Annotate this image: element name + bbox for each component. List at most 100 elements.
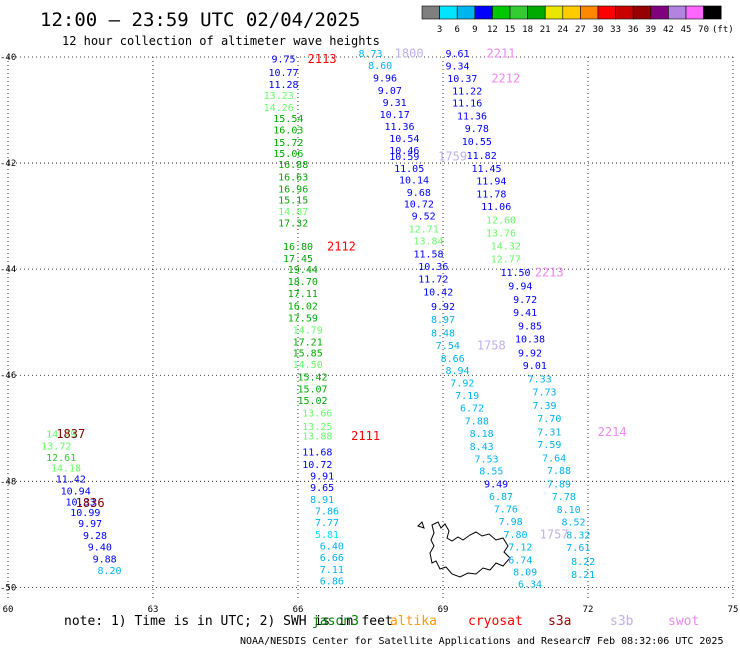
swh-value: 9.49 bbox=[484, 479, 508, 490]
swh-value: 16.63 bbox=[278, 172, 308, 183]
swh-value: 11.28 bbox=[268, 80, 298, 91]
swh-value: 19.44 bbox=[288, 265, 318, 276]
pass-time-label: 1837 bbox=[56, 427, 85, 441]
swh-value: 9.07 bbox=[378, 86, 402, 97]
swh-value: 9.01 bbox=[523, 361, 547, 372]
colorbar-swatch bbox=[562, 5, 581, 20]
swh-value: 9.92 bbox=[518, 348, 542, 359]
swh-value: 10.17 bbox=[380, 110, 410, 121]
swh-value: 8.66 bbox=[441, 354, 465, 365]
swh-value: 14.87 bbox=[278, 207, 308, 218]
swh-value: 7.12 bbox=[508, 543, 532, 554]
swh-value: 8.10 bbox=[557, 505, 581, 516]
swh-value: 6.74 bbox=[508, 555, 532, 566]
colorbar-swatch bbox=[597, 5, 616, 20]
swh-value: 9.78 bbox=[465, 124, 489, 135]
swh-value: 7.54 bbox=[436, 341, 460, 352]
swh-value: 15.07 bbox=[297, 385, 327, 396]
swh-value: 9.91 bbox=[310, 472, 334, 483]
colorbar-tick: 30 bbox=[593, 25, 604, 35]
swh-value: 11.72 bbox=[418, 275, 448, 286]
swh-value: 14.50 bbox=[293, 360, 323, 371]
colorbar-swatch bbox=[456, 5, 476, 20]
x-tick-label: 66 bbox=[293, 605, 304, 615]
swh-value: 11.94 bbox=[476, 177, 506, 188]
swh-value: 10.42 bbox=[423, 287, 453, 298]
swh-value: 15.42 bbox=[297, 372, 327, 383]
mission-label: jason3 bbox=[312, 614, 359, 629]
mission-label: swot bbox=[668, 614, 699, 629]
swh-value: 11.22 bbox=[452, 86, 482, 97]
swh-value: 13.25 bbox=[302, 422, 332, 433]
swh-value: 17.11 bbox=[288, 289, 318, 300]
swh-value: 17.59 bbox=[288, 313, 318, 324]
swh-value: 9.75 bbox=[271, 55, 295, 66]
pass-time-label: 2111 bbox=[351, 429, 380, 443]
colorbar-swatch bbox=[509, 5, 528, 20]
swh-value: 12.61 bbox=[46, 453, 76, 464]
swh-value: 8.60 bbox=[368, 61, 392, 72]
swh-value: 10.54 bbox=[389, 134, 419, 145]
colorbar-tick: 36 bbox=[628, 25, 639, 35]
swh-value: 9.40 bbox=[88, 543, 112, 554]
plot-area: 60 63 66 69 72 75 -40 -42 -44 -46 -48 -50 14.2913.72… bbox=[0, 46, 738, 615]
colorbar-swatch bbox=[492, 5, 511, 20]
swh-value: 11.50 bbox=[500, 268, 530, 279]
colorbar-swatch bbox=[685, 5, 704, 20]
y-tick-label: -48 bbox=[0, 477, 16, 487]
footer-timestamp: 7 Feb 08:32:06 UTC 2025 bbox=[585, 636, 723, 647]
swh-value: 10.72 bbox=[302, 460, 332, 471]
x-tick-label: 63 bbox=[148, 605, 159, 615]
swh-value: 10.33 bbox=[65, 497, 95, 508]
x-tick-label: 75 bbox=[728, 605, 739, 615]
swh-value: 14.18 bbox=[51, 464, 81, 475]
swh-value: 16.88 bbox=[278, 160, 308, 171]
swh-value: 13.88 bbox=[302, 432, 332, 443]
colorbar-swatch bbox=[474, 5, 493, 20]
swh-value: 9.61 bbox=[445, 49, 469, 60]
swh-value: 6.72 bbox=[460, 404, 484, 415]
swh-value: 8.48 bbox=[431, 328, 455, 339]
pass-time-label: 2213 bbox=[535, 265, 564, 279]
swh-value: 15.72 bbox=[273, 138, 303, 149]
y-tick-label: -42 bbox=[0, 159, 16, 169]
swh-value: 13.76 bbox=[486, 229, 516, 240]
pass-time-label: 1836 bbox=[76, 496, 105, 510]
colorbar-tick: 45 bbox=[681, 25, 692, 35]
swh-value: 8.73 bbox=[358, 49, 382, 60]
swh-value: 8.43 bbox=[470, 442, 494, 453]
swh-value: 9.28 bbox=[83, 531, 107, 542]
mission-label: cryosat bbox=[468, 614, 523, 629]
swh-value: 7.88 bbox=[465, 416, 489, 427]
swh-value: 15.15 bbox=[278, 196, 308, 207]
swh-value: 8.09 bbox=[513, 568, 537, 579]
swh-value: 8.22 bbox=[571, 557, 595, 568]
swh-value: 11.36 bbox=[457, 111, 487, 122]
swh-value: 11.06 bbox=[481, 202, 511, 213]
x-tick-label: 69 bbox=[438, 605, 449, 615]
swh-value: 13.66 bbox=[302, 408, 332, 419]
swh-value: 9.85 bbox=[518, 321, 542, 332]
colorbar-tick: 21 bbox=[540, 25, 551, 35]
y-tick-label: -44 bbox=[0, 265, 16, 275]
swh-value: 13.84 bbox=[413, 237, 443, 248]
swh-value: 7.11 bbox=[320, 565, 344, 576]
swh-value: 8.20 bbox=[97, 566, 121, 577]
swh-value: 8.18 bbox=[470, 429, 494, 440]
swh-value: 13.23 bbox=[264, 91, 294, 102]
island-outline bbox=[429, 521, 511, 578]
swh-value: 13.72 bbox=[41, 441, 71, 452]
swh-value: 12.71 bbox=[409, 224, 439, 235]
colorbar-tick: 39 bbox=[645, 25, 656, 35]
swh-value: 10.72 bbox=[404, 199, 434, 210]
swh-value: 11.58 bbox=[413, 249, 443, 260]
colorbar-tick: 18 bbox=[522, 25, 533, 35]
colorbar-swatch bbox=[703, 5, 722, 20]
swh-value: 11.78 bbox=[476, 189, 506, 200]
swh-value: 7.76 bbox=[494, 504, 518, 515]
swh-value: 9.97 bbox=[78, 519, 102, 530]
swh-value: 14.26 bbox=[264, 103, 294, 114]
swh-value: 15.06 bbox=[273, 149, 303, 160]
swh-value: 7.33 bbox=[528, 374, 552, 385]
swh-value: 10.77 bbox=[268, 68, 298, 79]
